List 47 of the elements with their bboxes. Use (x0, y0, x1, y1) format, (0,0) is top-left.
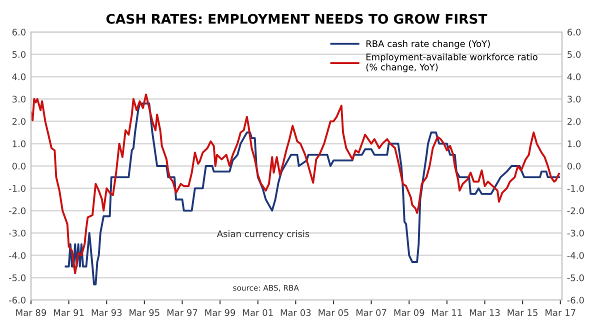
x-tick-label: Mar 17 (546, 309, 576, 316)
y-tick-label: 6.0 (12, 28, 26, 36)
x-tick-label: Mar 05 (318, 309, 348, 316)
y-tick-label: 1.0 (12, 140, 26, 148)
y-tick-label: -6.0 (8, 296, 26, 304)
y-tick-label: -5.0 (8, 274, 26, 282)
legend-label: Employment-available workforce ratio (% change, YoY) (366, 53, 538, 72)
y-tick-label: 0.0 (12, 162, 26, 170)
x-tick-label: Mar 15 (508, 309, 538, 316)
y2-tick-label: -4.0 (567, 252, 584, 259)
y-tick-label: -3.0 (8, 230, 26, 237)
y-tick-label: -4.0 (8, 252, 26, 259)
y-tick-label: 3.0 (12, 96, 26, 103)
x-tick-label: Mar 99 (205, 309, 236, 316)
y2-tick-label: -3.0 (567, 230, 584, 237)
x-tick-label: Mar 13 (470, 309, 500, 316)
y-tick-label: -2.0 (8, 207, 26, 214)
y-tick-label: 2.0 (12, 118, 26, 125)
y2-tick-label: 4.0 (567, 73, 581, 80)
x-tick-label: Mar 11 (432, 309, 462, 316)
y2-tick-label: 6.0 (567, 28, 581, 36)
y-tick-label: 4.0 (12, 73, 26, 80)
y2-tick-label: 3.0 (568, 96, 581, 103)
y-tick-label: 5.0 (12, 51, 26, 58)
y2-tick-label: -1.0 (567, 185, 584, 192)
y2-tick-label: 2.0 (568, 118, 581, 125)
y2-tick-label: 0.0 (567, 162, 581, 170)
y2-tick-label: -5.0 (567, 274, 584, 282)
x-tick-label: Mar 93 (92, 309, 122, 316)
x-tick-label: Mar 07 (356, 309, 386, 316)
x-tick-label: Mar 01 (243, 309, 273, 316)
y2-tick-label: -2.0 (567, 207, 584, 214)
legend-label: RBA cash rate change (YoY) (366, 40, 490, 49)
line-series (64, 102, 560, 286)
y2-tick-label: 1.0 (568, 140, 581, 148)
y2-tick-label: -6.0 (567, 296, 584, 304)
x-tick-label: Mar 91 (54, 309, 84, 316)
x-tick-label: Mar 03 (280, 309, 311, 316)
chart-title: CASH RATES: EMPLOYMENT NEEDS TO GROW FIRST (106, 14, 488, 24)
x-tick-label: Mar 89 (16, 309, 46, 316)
y-tick-label: -1.0 (8, 185, 26, 192)
annotation: Asian currency crisis (216, 230, 310, 239)
x-tick-label: Mar 95 (130, 309, 160, 316)
x-tick-label: Mar 97 (167, 309, 198, 316)
x-tick-label: Mar 09 (394, 309, 424, 316)
y2-tick-label: 5.0 (568, 51, 581, 58)
line-series (31, 94, 560, 274)
